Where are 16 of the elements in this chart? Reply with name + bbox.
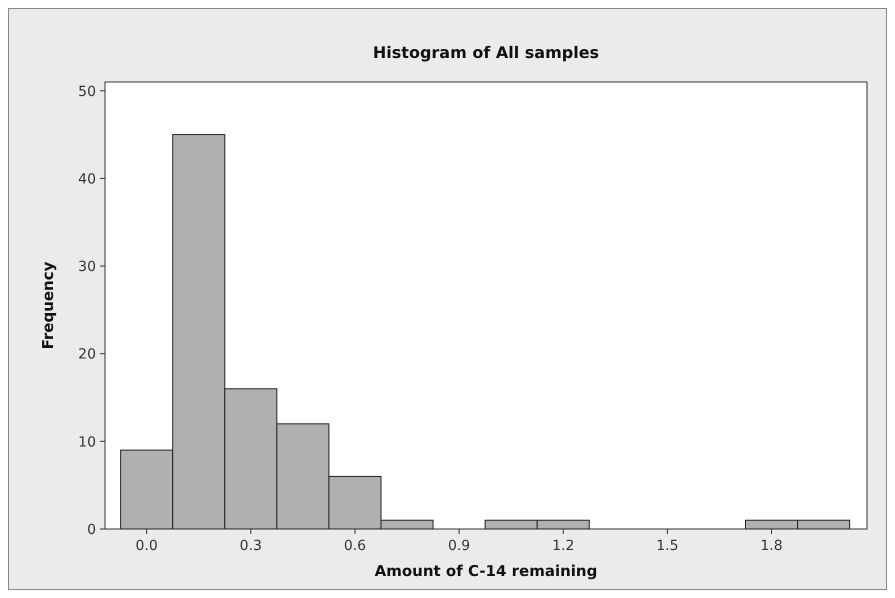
x-tick-label: 0.9 <box>448 538 470 554</box>
x-tick-label: 1.5 <box>656 538 679 554</box>
x-axis-title: Amount of C-14 remaining <box>374 562 598 580</box>
y-tick-label: 50 <box>78 84 96 100</box>
x-tick-label: 1.2 <box>552 538 574 554</box>
x-tick-label: 0.0 <box>136 538 158 554</box>
x-tick-label: 0.3 <box>240 538 262 554</box>
x-tick-label: 1.8 <box>760 538 783 554</box>
y-tick-label: 40 <box>78 171 96 188</box>
y-axis-title: Frequency <box>39 261 57 350</box>
y-tick-label: 30 <box>78 259 96 276</box>
y-tick-label: 10 <box>78 434 96 450</box>
y-tick-label: 0 <box>87 522 96 538</box>
chart-title: Histogram of All samples <box>372 43 600 62</box>
y-tick-label: 20 <box>78 346 96 363</box>
x-tick-label: 0.6 <box>344 538 366 554</box>
